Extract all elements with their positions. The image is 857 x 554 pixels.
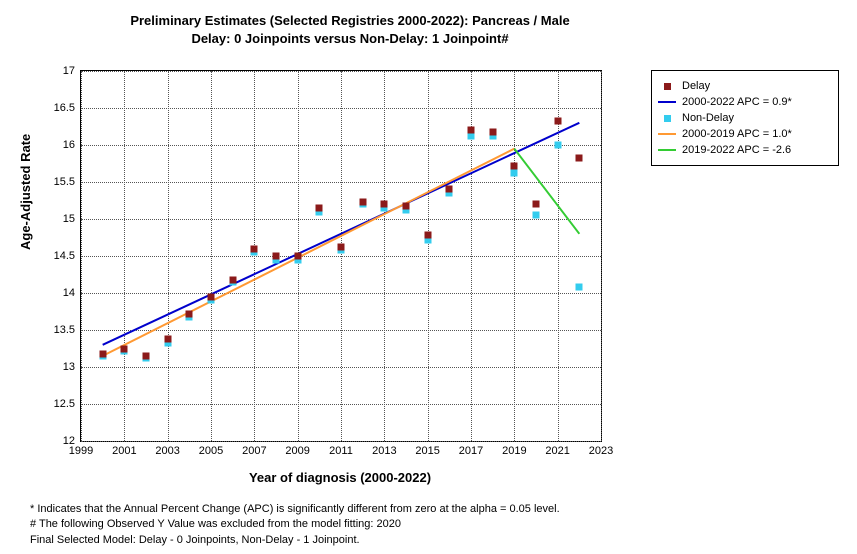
- x-tick-label: 2023: [589, 441, 613, 457]
- x-tick-label: 2011: [329, 441, 353, 457]
- data-point: [446, 186, 453, 193]
- legend-label: Non-Delay: [676, 112, 734, 124]
- data-point: [251, 245, 258, 252]
- y-tick-label: 15: [63, 213, 81, 225]
- y-tick-label: 12: [63, 435, 81, 447]
- data-point: [576, 155, 583, 162]
- y-tick-label: 16: [63, 139, 81, 151]
- y-tick-label: 13.5: [54, 324, 81, 336]
- data-point: [489, 128, 496, 135]
- data-point: [554, 118, 561, 125]
- x-tick-label: 2003: [155, 441, 179, 457]
- plot-area: 1999200120032005200720092011201320152017…: [80, 70, 602, 442]
- legend-line-swatch: [658, 101, 676, 103]
- data-point: [511, 170, 518, 177]
- y-tick-label: 15.5: [54, 176, 81, 188]
- figure-root: Preliminary Estimates (Selected Registri…: [0, 0, 857, 554]
- legend-item: 2019-2022 APC = -2.6: [658, 143, 828, 157]
- x-tick-label: 2009: [285, 441, 309, 457]
- data-point: [381, 201, 388, 208]
- trend-line: [514, 149, 579, 234]
- legend-marker-swatch: [664, 115, 671, 122]
- legend-label: Delay: [676, 80, 710, 92]
- footnote-line: * Indicates that the Annual Percent Chan…: [30, 502, 560, 517]
- x-tick-label: 2013: [372, 441, 396, 457]
- legend-item: Non-Delay: [658, 111, 828, 125]
- data-point: [533, 201, 540, 208]
- data-point: [554, 142, 561, 149]
- y-tick-label: 17: [63, 65, 81, 77]
- title-line-1: Preliminary Estimates (Selected Registri…: [130, 13, 569, 28]
- footnote-line: # The following Observed Y Value was exc…: [30, 517, 560, 532]
- x-axis-label: Year of diagnosis (2000-2022): [80, 470, 600, 485]
- data-point: [576, 284, 583, 291]
- data-point: [316, 204, 323, 211]
- legend: Delay 2000-2022 APC = 0.9* Non-Delay 2000-2…: [651, 70, 839, 166]
- data-point: [533, 212, 540, 219]
- data-point: [186, 310, 193, 317]
- data-point: [424, 232, 431, 239]
- data-point: [229, 276, 236, 283]
- y-tick-label: 14.5: [54, 250, 81, 262]
- data-point: [511, 162, 518, 169]
- legend-item: 2000-2019 APC = 1.0*: [658, 127, 828, 141]
- data-point: [294, 253, 301, 260]
- x-tick-label: 2015: [415, 441, 439, 457]
- data-point: [99, 350, 106, 357]
- x-tick-label: 2001: [112, 441, 136, 457]
- chart-title: Preliminary Estimates (Selected Registri…: [0, 12, 700, 48]
- legend-item: 2000-2022 APC = 0.9*: [658, 95, 828, 109]
- footnotes: * Indicates that the Annual Percent Chan…: [30, 502, 560, 548]
- data-point: [164, 335, 171, 342]
- x-tick-label: 2007: [242, 441, 266, 457]
- trend-line: [103, 123, 580, 345]
- legend-label: 2000-2019 APC = 1.0*: [676, 128, 792, 140]
- data-point: [468, 127, 475, 134]
- data-point: [121, 345, 128, 352]
- x-tick-label: 2019: [502, 441, 526, 457]
- y-axis-label: Age-Adjusted Rate: [18, 134, 33, 250]
- x-tick-label: 2021: [545, 441, 569, 457]
- y-tick-label: 14: [63, 287, 81, 299]
- y-tick-label: 12.5: [54, 398, 81, 410]
- trend-line: [103, 149, 515, 356]
- legend-marker-swatch: [664, 83, 671, 90]
- y-tick-label: 16.5: [54, 102, 81, 114]
- data-point: [143, 352, 150, 359]
- legend-line-swatch: [658, 133, 676, 135]
- x-tick-label: 2017: [459, 441, 483, 457]
- y-tick-label: 13: [63, 361, 81, 373]
- legend-line-swatch: [658, 149, 676, 151]
- data-point: [208, 293, 215, 300]
- legend-label: 2000-2022 APC = 0.9*: [676, 96, 792, 108]
- data-point: [338, 244, 345, 251]
- legend-label: 2019-2022 APC = -2.6: [676, 144, 791, 156]
- x-tick-label: 2005: [199, 441, 223, 457]
- line-layer: [81, 71, 601, 441]
- data-point: [403, 202, 410, 209]
- data-point: [273, 253, 280, 260]
- data-point: [359, 198, 366, 205]
- legend-item: Delay: [658, 79, 828, 93]
- footnote-line: Final Selected Model: Delay - 0 Joinpoin…: [30, 533, 560, 548]
- title-line-2: Delay: 0 Joinpoints versus Non-Delay: 1 …: [191, 31, 508, 46]
